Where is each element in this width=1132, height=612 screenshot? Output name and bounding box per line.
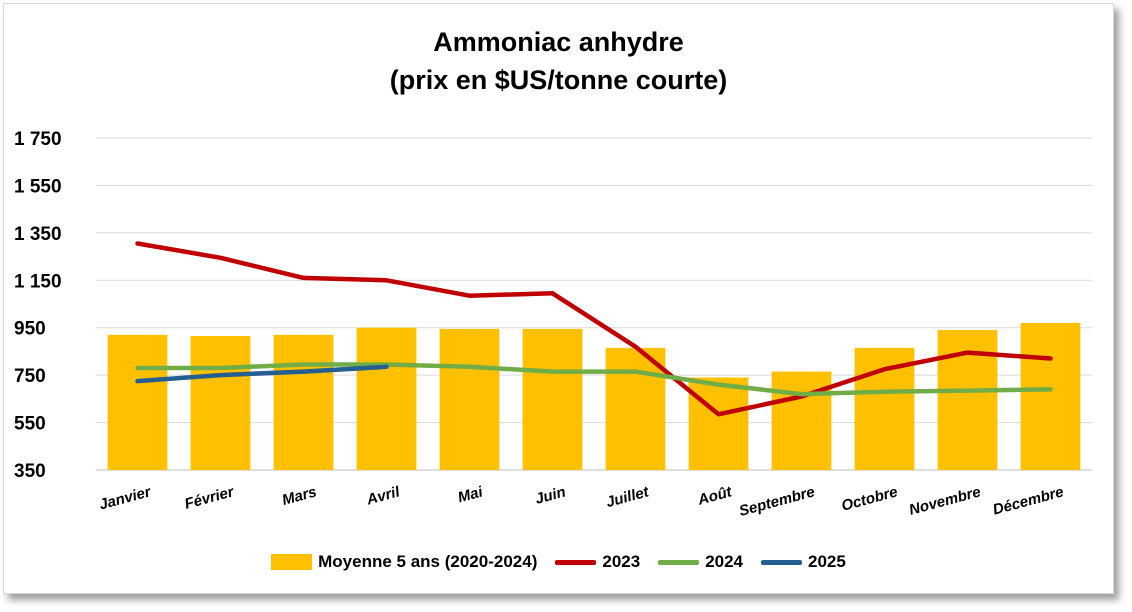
- x-tick-label: Juillet: [604, 483, 651, 511]
- series-line-2023: [135, 241, 1053, 417]
- y-tick-label: 1 550: [14, 176, 62, 197]
- y-tick-label: 1 150: [14, 271, 62, 292]
- x-tick-label: Décembre: [991, 483, 1065, 518]
- legend-label-2023: 2023: [602, 552, 641, 571]
- x-tick-label: Mai: [456, 483, 485, 506]
- legend-item-2025: 2025: [761, 552, 846, 572]
- bar: [273, 334, 334, 470]
- chart-title-line-2: (prix en $US/tonne courte): [389, 65, 728, 95]
- bar: [1020, 322, 1081, 470]
- y-tick-label: 950: [14, 319, 46, 340]
- bar: [107, 334, 168, 470]
- legend-label-bars: Moyenne 5 ans (2020-2024): [318, 552, 538, 571]
- legend-swatch-bars: [271, 554, 313, 570]
- chart-title: Ammoniac anhydre (prix en $US/tonne cour…: [4, 23, 1113, 99]
- x-tick-label: Septembre: [737, 483, 816, 519]
- y-tick-label: 1 750: [14, 129, 62, 150]
- bar: [688, 377, 749, 470]
- y-tick-label: 550: [14, 414, 46, 435]
- chart-title-line-1: Ammoniac anhydre: [433, 27, 684, 57]
- x-tick-label: Février: [183, 483, 237, 513]
- bar: [522, 328, 583, 470]
- x-tick-label: Août: [695, 483, 734, 509]
- legend-item-bars: Moyenne 5 ans (2020-2024): [271, 552, 537, 572]
- chart-frame: Ammoniac anhydre (prix en $US/tonne cour…: [3, 3, 1114, 594]
- y-tick-label: 1 350: [14, 224, 62, 245]
- x-tick-label: Mars: [280, 483, 318, 508]
- legend-label-2024: 2024: [705, 552, 744, 571]
- bar: [356, 327, 417, 470]
- y-tick-label: 750: [14, 366, 46, 387]
- bar: [771, 371, 832, 470]
- legend-item-2024: 2024: [658, 552, 743, 572]
- x-tick-label: Novembre: [907, 483, 982, 518]
- x-tick-label: Juin: [533, 483, 567, 507]
- series-line-2025: [135, 364, 389, 384]
- legend-label-2025: 2025: [808, 552, 846, 571]
- legend: Moyenne 5 ans (2020-2024) 2023 2024 2025: [4, 552, 1113, 572]
- legend-swatch-2024: [658, 559, 700, 565]
- y-tick-label: 350: [14, 461, 46, 482]
- series-line-2024: [135, 362, 1053, 397]
- bar: [190, 336, 251, 470]
- x-tick-label: Avril: [364, 483, 402, 509]
- legend-swatch-2023: [555, 559, 597, 565]
- x-tick-label: Octobre: [840, 483, 900, 514]
- bar: [439, 328, 500, 470]
- plot-area: 350 550 750 950 1 150 1 350 1 550 1 750 Janvier F…: [14, 129, 1092, 520]
- x-tick-label: Janvier: [97, 483, 153, 513]
- legend-item-2023: 2023: [555, 552, 640, 572]
- bar: [605, 347, 666, 470]
- legend-swatch-2025: [761, 559, 803, 565]
